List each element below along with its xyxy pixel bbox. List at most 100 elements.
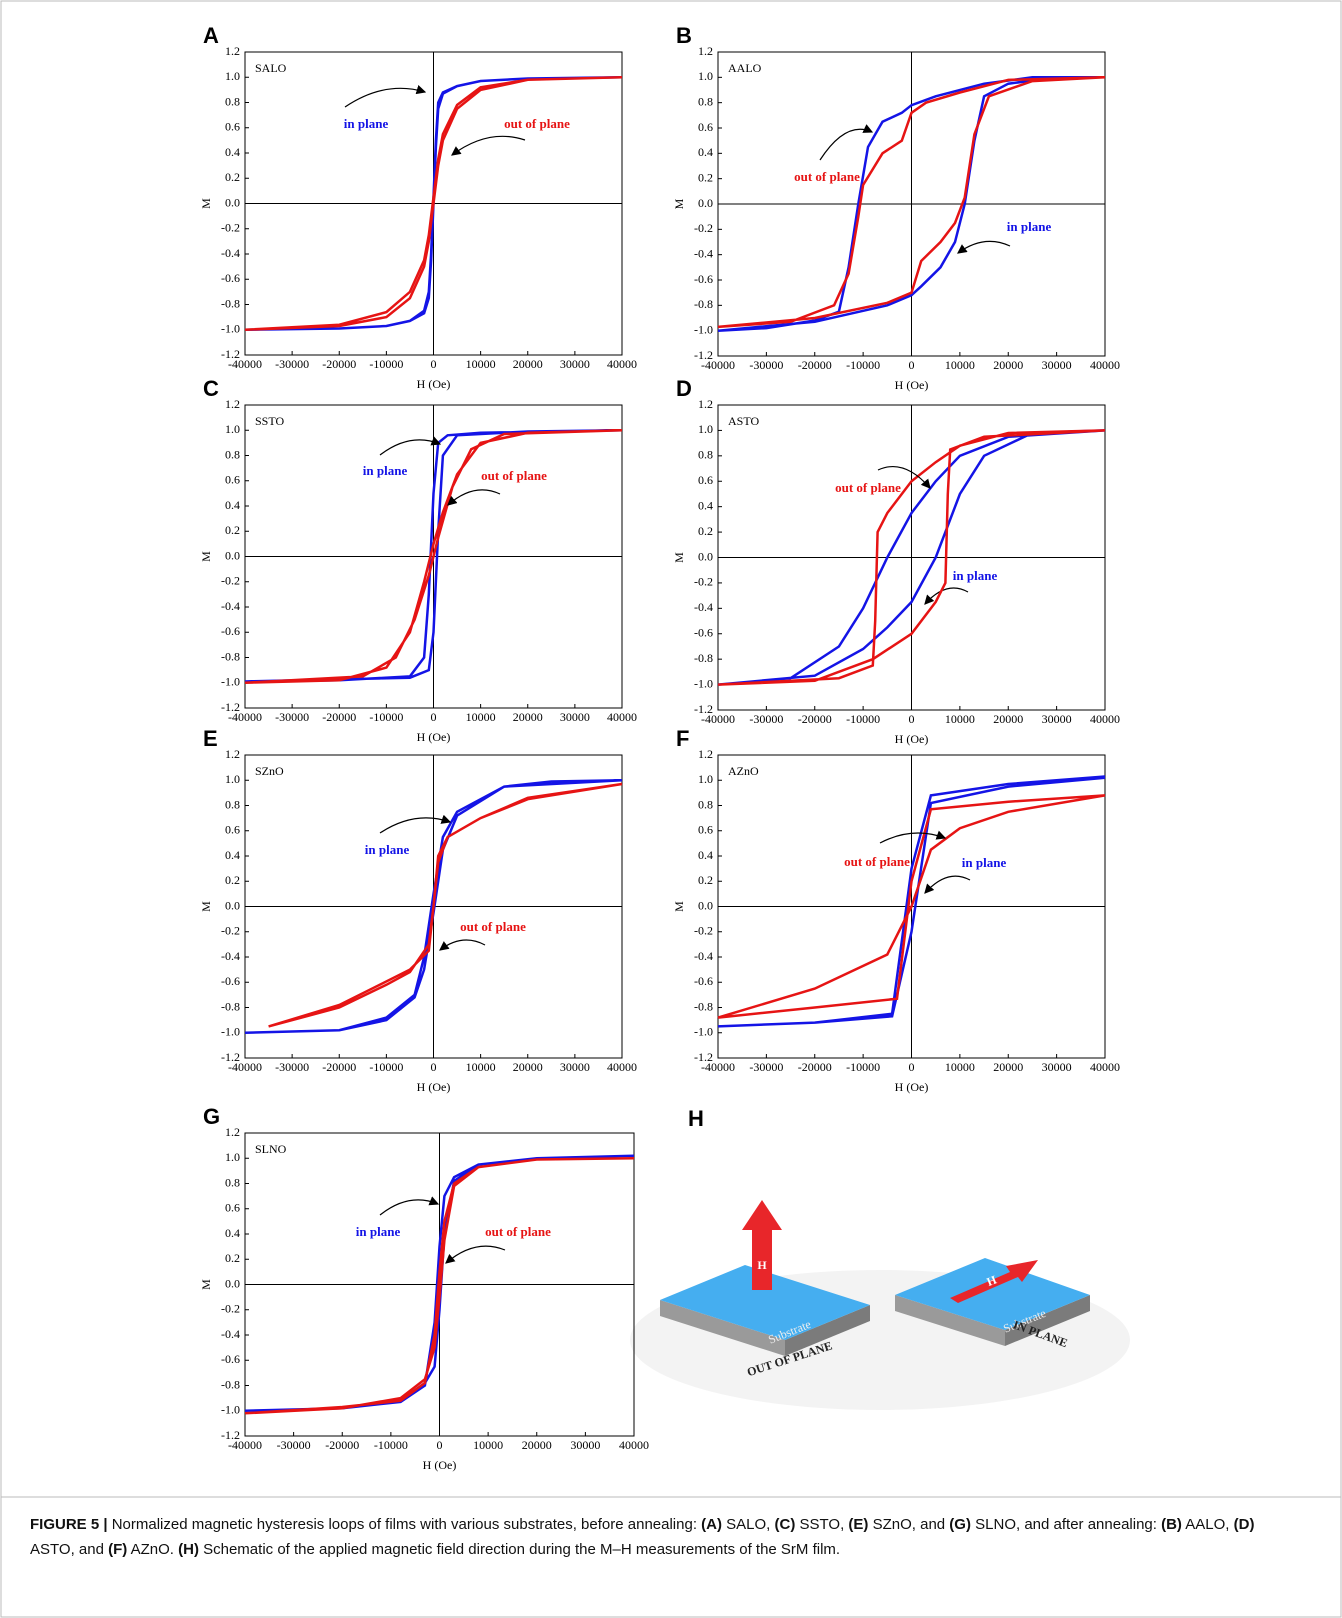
slab-top: [660, 1265, 870, 1340]
panel-label: B: [676, 23, 692, 48]
x-tick-label: 40000: [1090, 358, 1120, 372]
y-tick-label: -0.4: [221, 1327, 240, 1341]
y-tick-label: 0.0: [698, 898, 713, 912]
caption-text: (G): [949, 1516, 971, 1533]
y-tick-label: -0.8: [221, 999, 240, 1013]
y-tick-label: 0.0: [225, 1276, 240, 1290]
x-tick-label: -30000: [275, 357, 309, 371]
annotation-arrow: [819, 124, 874, 161]
y-tick-label: 0.4: [225, 1226, 240, 1240]
series-line: [244, 76, 623, 332]
series-annotation: in plane: [356, 1224, 401, 1239]
y-tick-label: -0.2: [221, 574, 240, 588]
y-tick-label: 1.0: [698, 69, 713, 83]
y-tick-label: 0.2: [698, 170, 713, 184]
panel-label: D: [676, 376, 692, 401]
y-tick-label: 1.0: [225, 772, 240, 786]
x-tick-label: -30000: [749, 712, 783, 726]
series-annotation: out of plane: [460, 919, 526, 934]
y-tick-label: 1.0: [225, 422, 240, 436]
panel-label: A: [203, 23, 219, 48]
y-tick-label: 1.0: [225, 1150, 240, 1164]
x-tick-label: 30000: [1042, 1060, 1072, 1074]
annotation-arrow: [379, 436, 442, 456]
series-line: [717, 76, 1106, 329]
y-tick-label: 0.8: [698, 94, 713, 108]
x-tick-label: -10000: [846, 358, 880, 372]
y-tick-label: 0.8: [225, 1175, 240, 1189]
caption-text: Normalized magnetic hysteresis loops of …: [107, 1516, 702, 1533]
series-annotation: out of plane: [794, 169, 860, 184]
caption-text: (E): [848, 1516, 869, 1533]
x-axis-label: H (Oe): [895, 732, 929, 746]
y-tick-label: 0.8: [225, 797, 240, 811]
x-tick-label: -30000: [277, 1438, 311, 1452]
x-axis-label: H (Oe): [417, 730, 451, 744]
x-tick-label: 20000: [993, 358, 1023, 372]
y-tick-label: 0.0: [698, 196, 713, 210]
y-tick-label: -1.2: [221, 1428, 240, 1442]
caption-text: (A): [701, 1516, 722, 1533]
series-annotation: in plane: [365, 842, 410, 857]
series-line: [244, 1157, 635, 1415]
y-tick-label: 1.2: [225, 1125, 240, 1139]
y-tick-label: -0.6: [221, 271, 240, 285]
y-tick-label: -1.2: [694, 348, 713, 362]
chart: 1.2 1.0 0.8 0.6 0.4 0.2 0.0 -0.2 -0.4 -0.6 -0.8 -1.…: [199, 726, 637, 1094]
y-tick-label: 1.2: [698, 397, 713, 411]
series-annotation: in plane: [1007, 219, 1052, 234]
x-axis-label: H (Oe): [423, 1458, 457, 1472]
caption-text: FIGURE 5 |: [30, 1516, 108, 1533]
y-axis-label: M: [199, 551, 213, 562]
x-tick-label: -20000: [322, 1060, 356, 1074]
x-tick-label: 30000: [560, 710, 590, 724]
y-tick-label: 0.4: [225, 848, 240, 862]
chart: 1.2 1.0 0.8 0.6 0.4 0.2 0.0 -0.2 -0.4 -0.6 -0.8 -1.…: [672, 23, 1120, 392]
series-annotation: out of plane: [835, 480, 901, 495]
y-tick-label: 0.6: [698, 823, 713, 837]
caption-text: SSTO,: [795, 1516, 849, 1533]
y-tick-label: 0.0: [225, 898, 240, 912]
y-tick-label: 0.8: [225, 447, 240, 461]
y-tick-label: 0.4: [698, 848, 713, 862]
caption-text: ASTO, and: [30, 1516, 1258, 1558]
slab-side: [660, 1300, 785, 1356]
y-tick-label: -0.2: [221, 1302, 240, 1316]
caption-text: SZnO, and: [868, 1516, 950, 1533]
sample-label: SZnO: [255, 764, 284, 778]
x-tick-label: 30000: [560, 1060, 590, 1074]
x-tick-label: 10000: [466, 710, 496, 724]
series-annotation: in plane: [344, 116, 389, 131]
annotation-arrow: [445, 1245, 506, 1264]
x-tick-label: -10000: [369, 1060, 403, 1074]
x-tick-label: 20000: [993, 712, 1023, 726]
x-tick-label: 40000: [607, 357, 637, 371]
annotation-arrow: [924, 587, 969, 605]
annotation-arrow: [877, 466, 931, 489]
x-tick-label: -40000: [228, 710, 262, 724]
x-tick-label: 10000: [945, 358, 975, 372]
y-tick-label: -0.4: [694, 949, 713, 963]
y-axis-label: M: [199, 901, 213, 912]
x-tick-label: 30000: [1042, 358, 1072, 372]
x-tick-label: -30000: [275, 1060, 309, 1074]
chart: 1.2 1.0 0.8 0.6 0.4 0.2 0.0 -0.2 -0.4 -0.6 -0.8 -1.…: [199, 23, 637, 391]
y-tick-label: 1.2: [225, 397, 240, 411]
y-tick-label: 0.6: [225, 120, 240, 134]
y-tick-label: 0.2: [225, 170, 240, 184]
sample-label: SLNO: [255, 1142, 287, 1156]
series-annotation: in plane: [953, 568, 998, 583]
y-axis-label: M: [672, 552, 686, 563]
caption-text: (C): [774, 1516, 796, 1533]
caption: FIGURE 5 | Normalized magnetic hysteresi…: [30, 1512, 1300, 1562]
caption-text: (D): [1233, 1516, 1255, 1533]
x-tick-label: 0: [909, 712, 915, 726]
annotation-arrow: [379, 814, 452, 834]
x-tick-label: -40000: [228, 1060, 262, 1074]
panel-label: C: [203, 376, 219, 401]
y-tick-label: 1.2: [698, 44, 713, 58]
x-tick-label: 0: [431, 710, 437, 724]
y-tick-label: 1.0: [698, 772, 713, 786]
